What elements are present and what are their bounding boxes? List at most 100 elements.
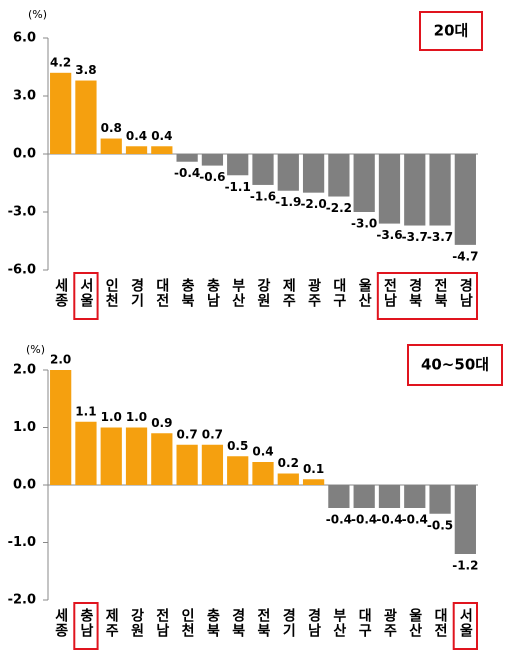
y-tick-label: -1.0 [8,535,36,550]
y-unit: (%) [26,343,45,356]
x-tick-label: 충북 [179,278,195,308]
value-label: 0.7 [176,427,197,441]
value-label: 4.2 [50,55,71,69]
y-tick-label: 3.0 [13,89,36,104]
bar [378,154,401,224]
x-tick-label: 제주 [103,608,119,638]
value-label: 1.1 [75,404,96,418]
bar [50,370,72,485]
highlight-box [73,272,99,320]
value-label: -1.6 [250,189,276,203]
y-tick-label: 2.0 [13,363,36,378]
x-tick-label: 부산 [331,608,347,638]
value-label: -2.0 [300,197,326,211]
bar [429,485,451,514]
highlight-box [452,602,478,650]
value-label: -0.4 [326,513,352,527]
value-label: -4.7 [452,249,478,263]
value-label: 0.7 [202,427,223,441]
x-tick-label: 대전 [154,278,170,308]
bar [378,485,401,508]
bar [125,427,148,485]
x-tick-label: 충북 [204,608,220,638]
bar [151,146,173,154]
bar [302,154,325,193]
bar [201,444,224,485]
value-label: -1.1 [225,180,251,194]
x-tick-label: 제주 [280,278,296,308]
x-tick-label: 부산 [230,278,246,308]
value-label: 0.4 [252,445,273,459]
y-tick-label: -2.0 [8,593,36,608]
x-tick-label: 전남 [381,277,397,308]
y-tick-label: 1.0 [13,420,36,435]
bar [125,146,148,154]
bar [100,138,122,154]
highlight-box [73,602,99,650]
bar [404,154,426,226]
value-label: 1.0 [126,410,147,424]
bar [328,485,350,508]
x-tick-label: 경남 [457,277,473,308]
bar [252,154,274,185]
bar [176,444,198,485]
bar [252,462,274,485]
y-tick-label: 0.0 [13,478,36,493]
x-tick-label: 대전 [432,608,448,638]
bar [429,154,451,226]
bar [328,154,350,197]
value-label: 3.8 [75,63,96,77]
x-tick-label: 세종 [53,608,69,638]
value-label: -0.4 [351,513,377,527]
bar [151,433,173,485]
chart-title: 20대 [434,22,469,40]
value-label: 1.0 [101,410,122,424]
title-box [419,11,483,51]
y-tick-label: -3.0 [8,205,36,220]
value-label: 0.5 [227,439,248,453]
value-label: -3.7 [427,230,453,244]
y-unit: (%) [28,8,47,21]
x-tick-label: 울산 [407,607,423,638]
value-label: 0.4 [126,129,147,143]
x-tick-label: 강원 [255,277,271,308]
bar [454,485,476,554]
x-tick-label: 경기 [129,277,145,308]
x-tick-label: 전북 [255,607,271,638]
value-label: -3.6 [376,228,402,242]
x-tick-label: 세종 [53,278,69,308]
x-tick-label: 경기 [280,607,296,638]
x-tick-label: 전남 [154,607,170,638]
x-tick-label: 충남 [204,278,220,308]
bar [404,485,426,508]
bar [227,154,249,176]
y-tick-label: 0.0 [13,147,36,162]
x-tick-label: 전북 [432,277,448,308]
y-tick-label: -6.0 [8,263,36,278]
value-label: 0.1 [303,462,324,476]
x-tick-label: 대구 [331,278,347,308]
bar [353,154,375,212]
bar [75,80,97,154]
bar [454,154,476,245]
x-tick-label: 경북 [407,277,423,308]
value-label: -1.9 [275,195,301,209]
value-label: -0.4 [376,513,402,527]
value-label: -0.4 [174,166,200,180]
bar [201,154,224,166]
bar [227,456,249,485]
x-tick-label: 경북 [230,607,246,638]
x-tick-label: 대구 [356,608,372,638]
bar [353,485,375,508]
value-label: -2.2 [326,201,352,215]
x-tick-label: 충남 [78,608,94,638]
value-label: 0.4 [151,129,172,143]
bar [302,479,325,485]
x-tick-label: 광주 [306,277,322,308]
value-label: -0.4 [402,513,428,527]
x-tick-label: 서울 [457,608,473,638]
value-label: -0.5 [427,518,453,532]
y-tick-label: 6.0 [13,31,36,46]
x-tick-label: 경남 [306,607,322,638]
